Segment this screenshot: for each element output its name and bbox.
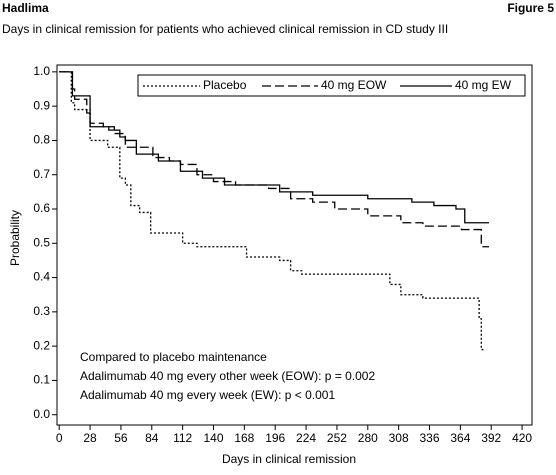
legend-label: 40 mg EW [455,78,512,92]
x-tick-label: 84 [145,431,159,445]
x-tick-label: 56 [114,431,128,445]
annotation: Compared to placebo maintenance [80,350,267,364]
annotation: Adalimumab 40 mg every week (EW): p < 0.… [80,388,335,402]
header-left: Hadlima [2,1,49,15]
y-axis-label: Probability [8,210,22,266]
x-tick-label: 364 [450,431,470,445]
x-tick-label: 224 [296,431,316,445]
y-tick-label: 0.0 [33,407,50,421]
x-tick-label: 392 [481,431,501,445]
x-tick-label: 140 [203,431,223,445]
y-tick-label: 0.2 [33,338,50,352]
chart-title: Days in clinical remission for patients … [2,22,448,36]
legend-box [137,74,526,97]
y-tick-label: 0.9 [33,98,50,112]
header-right: Figure 5 [507,1,554,15]
x-axis-label: Days in clinical remission [222,452,356,466]
plot-frame [56,64,533,426]
survival-line [59,71,484,351]
survival-line [59,71,490,224]
x-tick-label: 280 [358,431,378,445]
annotation: Adalimumab 40 mg every other week (EOW):… [80,369,375,383]
legend-label: Placebo [203,78,247,92]
x-tick-label: 28 [83,431,97,445]
y-tick-label: 1.0 [33,64,50,78]
y-tick-label: 0.6 [33,201,50,215]
x-tick-label: 0 [56,431,63,445]
x-tick-label: 420 [512,431,532,445]
y-tick-label: 0.3 [33,304,50,318]
x-tick-label: 112 [173,431,192,445]
y-tick-label: 0.5 [33,235,50,249]
x-tick-label: 168 [234,431,254,445]
y-tick-label: 0.1 [33,373,50,387]
y-tick-label: 0.8 [33,133,50,147]
x-tick-label: 308 [389,431,409,445]
y-tick-label: 0.7 [33,167,50,181]
x-tick-label: 336 [419,431,439,445]
survival-line [59,71,490,248]
legend-label: 40 mg EOW [321,78,387,92]
x-tick-label: 196 [265,431,285,445]
y-tick-label: 0.4 [33,270,50,284]
x-tick-label: 252 [327,431,347,445]
